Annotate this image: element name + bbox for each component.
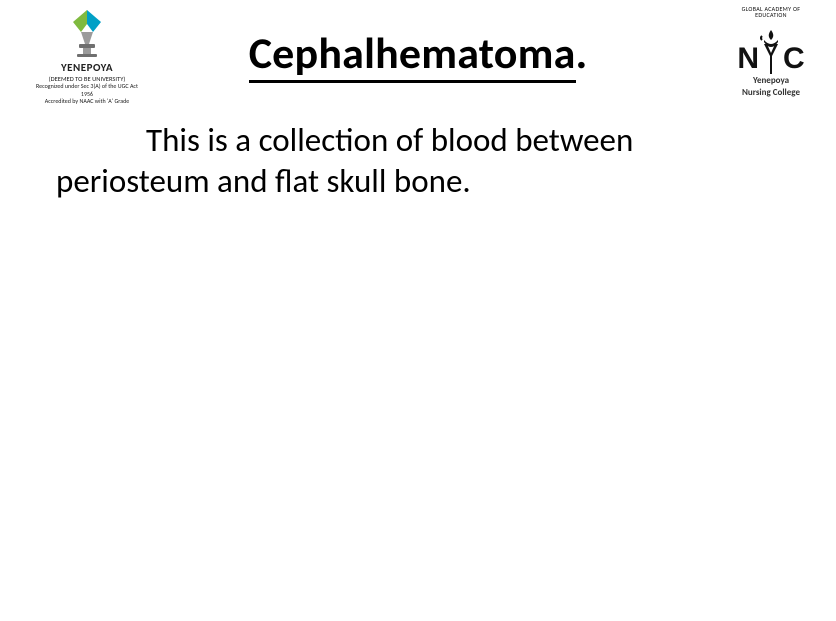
body-line2: periosteum and flat skull bone. bbox=[56, 161, 471, 201]
slide-body: This is a collection of blood between pe… bbox=[56, 120, 826, 203]
body-line1: This is a collection of blood between bbox=[146, 120, 633, 160]
right-logo-arc-text: GLOBAL ACADEMY OF EDUCATION bbox=[726, 6, 816, 18]
title-punct: . bbox=[576, 26, 588, 80]
left-logo-sub2: Accredited by NAAC with 'A' Grade bbox=[32, 98, 142, 105]
slide-title: Cephalhematoma. bbox=[0, 26, 836, 83]
slide: YENEPOYA (DEEMED TO BE UNIVERSITY) Recog… bbox=[0, 0, 836, 621]
right-logo-college-line2: Nursing College bbox=[726, 88, 816, 98]
title-text: Cephalhematoma bbox=[249, 26, 576, 83]
left-logo-sub1: Recognized under Sec 3(A) of the UGC Act… bbox=[32, 83, 142, 97]
